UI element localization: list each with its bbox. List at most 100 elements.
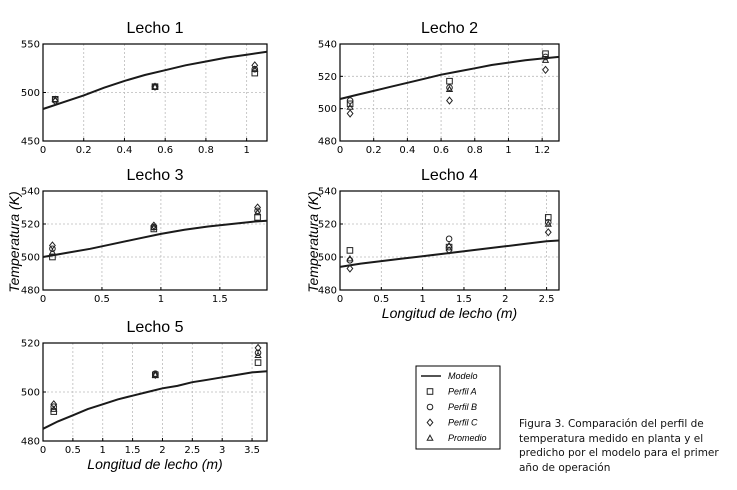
x-tick-label: 1	[100, 445, 106, 456]
y-tick-label: 500	[318, 253, 337, 264]
y-tick-label: 480	[318, 286, 337, 297]
y-tick-label: 540	[318, 187, 337, 198]
y-tick-label: 500	[21, 253, 40, 264]
x-tick-label: 0.6	[433, 145, 449, 156]
figure-caption: Figura 3. Comparación del perfil de temp…	[519, 418, 719, 474]
x-tick-label: 0.2	[366, 145, 382, 156]
y-tick-label: 540	[21, 187, 40, 198]
marker-perfil-a	[446, 77, 453, 85]
x-tick-label: 2.5	[539, 294, 555, 305]
y-tick-label: 520	[21, 339, 40, 350]
marker-perfil-c	[542, 65, 549, 75]
marker-perfil-c	[346, 109, 354, 118]
legend-symbol-promedio	[426, 434, 434, 441]
x-tick-label: 2.5	[184, 445, 200, 456]
marker-promedio	[346, 254, 354, 262]
panel-1: 0 0.2 0.4 0.6 0.8 1 450 500 550 Lecho 1	[21, 20, 268, 156]
marker-perfil-b	[50, 403, 58, 411]
marker-perfil-c	[254, 343, 262, 353]
model-line	[42, 50, 268, 110]
x-axis-label: Longitud de lecho (m)	[87, 456, 222, 472]
marker-perfil-c	[544, 228, 552, 237]
y-axis-label-left: Temperatura (K)	[6, 191, 22, 292]
x-tick-label: 1	[243, 145, 249, 156]
plot-frame	[42, 190, 268, 291]
panel-title: Lecho 3	[127, 167, 184, 184]
x-tick-label: 0	[337, 145, 343, 156]
x-tick-label: 0.5	[373, 294, 389, 305]
marker-perfil-b	[544, 219, 552, 226]
marker-perfil-b	[254, 349, 262, 357]
plot-frame	[339, 43, 560, 142]
marker-perfil-c	[151, 82, 159, 91]
x-tick-label: 1	[158, 294, 164, 305]
marker-promedio	[51, 95, 59, 103]
model-line	[339, 239, 560, 268]
marker-promedio	[541, 56, 550, 63]
legend-label-promedio: Promedio	[448, 433, 487, 443]
x-tick-label: 0.4	[399, 145, 415, 156]
model-line	[42, 370, 268, 430]
marker-perfil-c	[346, 264, 354, 273]
x-tick-label: 0	[40, 445, 46, 456]
marker-perfil-a	[251, 69, 259, 77]
marker-promedio	[50, 405, 58, 412]
marker-perfil-a	[254, 359, 262, 366]
y-tick-label: 520	[318, 72, 337, 83]
marker-promedio	[251, 65, 259, 72]
marker-perfil-c	[446, 96, 453, 105]
marker-perfil-a	[346, 247, 354, 254]
marker-promedio	[253, 208, 262, 216]
y-tick-label: 500	[318, 104, 337, 115]
marker-promedio	[346, 103, 354, 110]
marker-perfil-b	[49, 245, 56, 253]
plot-frame	[339, 190, 560, 291]
marker-promedio	[445, 85, 454, 93]
marker-promedio	[151, 82, 159, 90]
x-tick-label: 0	[337, 294, 343, 305]
marker-promedio	[48, 248, 57, 255]
marker-perfil-b	[446, 84, 453, 91]
x-tick-label: 1.5	[456, 294, 472, 305]
marker-perfil-c	[151, 370, 159, 380]
marker-perfil-c	[445, 246, 453, 255]
panel-title: Lecho 2	[421, 20, 478, 37]
y-tick-label: 500	[21, 88, 40, 99]
panel-title: Lecho 4	[421, 167, 478, 184]
panel-5: 0 0.5 1 1.5 2 2.5 3 3.5 480 500 520 Lecho 5 Longitud…	[21, 319, 268, 472]
legend-symbol-perfil_a	[426, 388, 434, 395]
y-tick-label: 480	[21, 437, 40, 448]
marker-perfil-b	[445, 235, 453, 243]
x-tick-label: 2	[159, 445, 165, 456]
x-tick-label: 0.6	[157, 145, 173, 156]
x-tick-label: 1.5	[212, 294, 228, 305]
x-tick-label: 3	[219, 445, 225, 456]
y-tick-label: 500	[21, 388, 40, 399]
x-tick-label: 0	[40, 294, 46, 305]
marker-perfil-a	[346, 100, 354, 108]
panel-title: Lecho 5	[127, 319, 184, 336]
x-tick-label: 0.8	[467, 145, 483, 156]
x-tick-label: 1.5	[125, 445, 141, 456]
panel-3: 0 0.5 1 1.5 480 500 520 540 Lecho 3	[21, 167, 268, 305]
x-tick-label: 1	[505, 145, 511, 156]
marker-promedio	[544, 220, 552, 227]
x-tick-label: 0.5	[65, 445, 81, 456]
x-tick-label: 0.5	[94, 294, 110, 305]
y-tick-label: 520	[318, 220, 337, 231]
legend-symbol-perfil_b	[426, 403, 434, 411]
x-tick-label: 0.4	[117, 145, 133, 156]
marker-perfil-c	[254, 203, 262, 212]
model-line	[339, 55, 560, 100]
marker-perfil-b	[542, 53, 549, 61]
marker-promedio	[445, 241, 453, 249]
y-tick-label: 450	[21, 137, 40, 148]
legend-label-perfil_b: Perfil B	[448, 402, 477, 412]
marker-perfil-a	[254, 214, 261, 221]
panel-4: 0 0.5 1 1.5 2 2.5 480 500 520 540 Lecho 4 Longitud …	[318, 167, 560, 321]
marker-perfil-c	[50, 400, 58, 409]
x-tick-label: 2	[502, 294, 508, 305]
marker-perfil-c	[251, 61, 259, 70]
x-tick-label: 1	[419, 294, 425, 305]
marker-promedio	[254, 351, 262, 358]
